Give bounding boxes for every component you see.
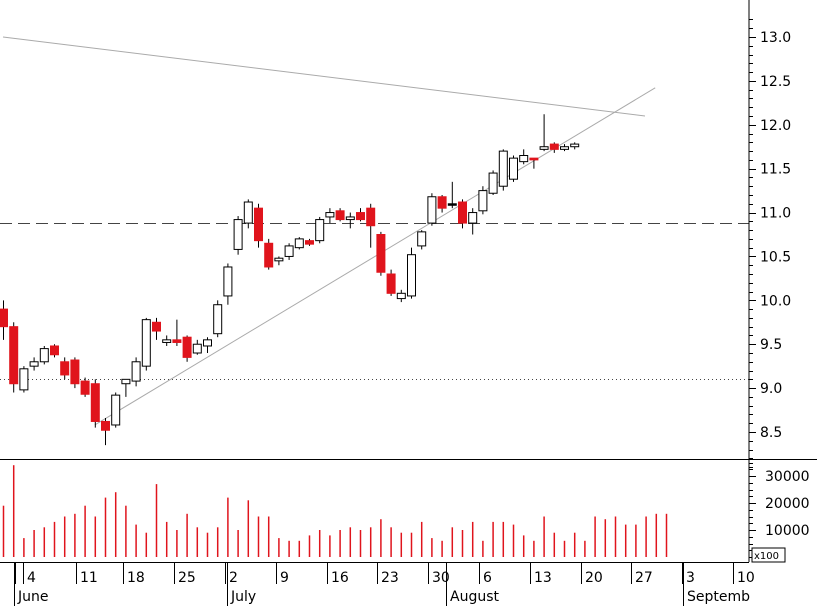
x-tick-label: 2 xyxy=(229,570,238,586)
y-tick-label: 13.0 xyxy=(760,30,791,46)
candle-body xyxy=(509,157,518,180)
candle-body xyxy=(325,212,335,218)
trend-line xyxy=(94,87,656,426)
candle-body xyxy=(539,146,549,150)
candle-body xyxy=(335,210,345,221)
y-tick-label: 12.0 xyxy=(760,118,791,134)
candle-body xyxy=(366,207,376,227)
candle-body xyxy=(162,339,172,343)
candle-body xyxy=(519,155,529,163)
candle-body xyxy=(121,378,131,385)
x-tick-label: 10 xyxy=(737,570,755,586)
candle-body xyxy=(70,359,80,385)
candle-body xyxy=(141,319,151,367)
x-tick-label: 11 xyxy=(80,570,98,586)
candle-body xyxy=(264,242,274,268)
y-tick-label: 9.0 xyxy=(760,381,782,397)
candle-body xyxy=(447,203,457,206)
x-tick-label: 18 xyxy=(127,570,145,586)
candle-body xyxy=(560,146,569,150)
y-tick-label: 11.0 xyxy=(760,206,791,222)
candle-body xyxy=(274,257,284,262)
candle-body xyxy=(427,196,437,224)
y-tick-label: 8.5 xyxy=(760,425,782,441)
candle-body xyxy=(254,207,263,242)
candle-body xyxy=(50,345,59,356)
price-panel xyxy=(0,36,749,446)
candle-body xyxy=(182,336,192,358)
candle-body xyxy=(213,304,223,335)
candle-body xyxy=(60,361,70,376)
candle-body xyxy=(131,361,141,382)
candle-body xyxy=(294,238,304,249)
candle-body xyxy=(101,420,110,431)
y-tick-label: 12.5 xyxy=(760,74,791,90)
x-tick-label: 6 xyxy=(483,570,492,586)
candle-body xyxy=(192,343,202,354)
candle-body xyxy=(152,321,161,332)
x-tick-label: 16 xyxy=(331,570,349,586)
volume-tick-label: 20000 xyxy=(765,496,810,512)
candle-body xyxy=(356,212,365,221)
y-tick-label: 11.5 xyxy=(760,162,791,178)
candle-body xyxy=(80,380,90,395)
candle-body xyxy=(417,231,427,247)
candle-body xyxy=(437,196,447,209)
candle-body xyxy=(223,266,233,297)
candle-body xyxy=(345,216,355,221)
candle-body xyxy=(9,326,19,385)
candle-body xyxy=(549,143,559,150)
candle-body xyxy=(376,234,386,273)
candle-body xyxy=(90,383,100,422)
x-tick-label: 4 xyxy=(27,570,36,586)
candle-body xyxy=(111,394,121,426)
y-tick-label: 9.5 xyxy=(760,337,782,353)
candle-body xyxy=(396,292,406,300)
candle-body xyxy=(468,212,478,224)
candle-body xyxy=(458,201,467,224)
candle-body xyxy=(386,273,396,294)
candle-body xyxy=(315,219,325,242)
volume-tick-label: 10000 xyxy=(765,523,810,539)
candle-body xyxy=(233,219,243,250)
month-label: June xyxy=(17,589,49,605)
candle-body xyxy=(407,254,416,297)
candle-body xyxy=(529,157,539,161)
x-tick-label: 3 xyxy=(686,570,695,586)
candle-body xyxy=(498,150,508,187)
y-tick-label: 10.5 xyxy=(760,249,791,265)
month-label: August xyxy=(450,589,500,605)
volume-unit-box xyxy=(751,547,786,563)
candle-body xyxy=(0,308,8,328)
candle-body xyxy=(488,172,498,194)
month-label: Septemb xyxy=(687,589,750,605)
month-label: July xyxy=(230,589,256,605)
candle-body xyxy=(478,190,488,212)
candle-body xyxy=(243,201,253,224)
candle-body xyxy=(203,339,212,347)
candle-body xyxy=(284,245,294,257)
x-tick-label: 25 xyxy=(178,570,196,586)
x-tick-label: 20 xyxy=(585,570,603,586)
candle-body xyxy=(570,143,580,148)
y-tick-label: 10.0 xyxy=(760,293,791,309)
candle-body xyxy=(19,368,29,391)
x-tick-label: 27 xyxy=(635,570,653,586)
x-tick-label: 9 xyxy=(280,570,289,586)
candle-body xyxy=(29,361,39,367)
candle-body xyxy=(305,240,314,245)
x-tick-label: 23 xyxy=(381,570,399,586)
volume-panel xyxy=(2,465,668,557)
x-tick-label: 30 xyxy=(432,570,450,586)
x-tick-label: 13 xyxy=(534,570,552,586)
volume-unit-label: x100 xyxy=(754,551,779,562)
candle-body xyxy=(39,348,49,363)
trend-line xyxy=(2,36,646,117)
candle-body xyxy=(172,339,182,343)
volume-tick-label: 30000 xyxy=(765,469,810,485)
